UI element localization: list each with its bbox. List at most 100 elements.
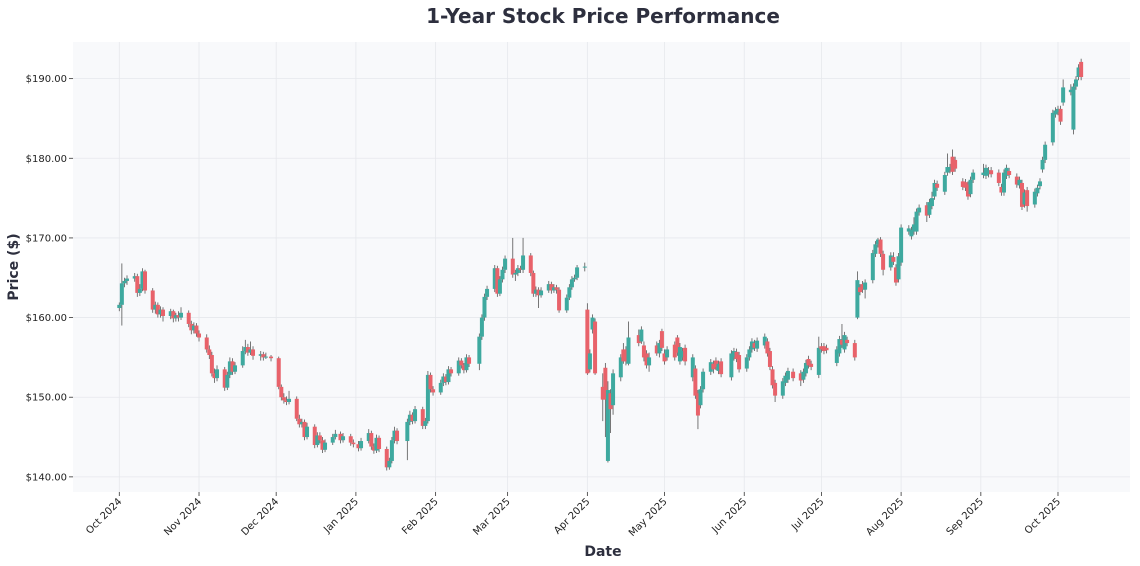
candle-body-up [125, 278, 130, 281]
candle-body-down [791, 371, 796, 379]
candle [888, 252, 893, 271]
candle [932, 179, 937, 200]
candle-body-down [510, 258, 515, 275]
candle [299, 418, 304, 428]
candle [641, 341, 646, 362]
candle-body-up [875, 239, 880, 245]
candle [803, 359, 808, 377]
x-tick-label: Jul 2025 [789, 496, 826, 533]
candle-body-down [893, 267, 898, 283]
candle [467, 355, 472, 367]
candle-body-up [456, 360, 461, 374]
candle-body-up [515, 268, 520, 273]
candle [780, 378, 785, 399]
candle [521, 237, 526, 273]
candle [197, 330, 202, 342]
candle [575, 265, 580, 281]
candle-body-up [590, 317, 595, 330]
candle-body-down [1079, 61, 1084, 78]
candle [371, 443, 376, 454]
candle [1071, 83, 1076, 135]
candle [155, 302, 160, 318]
candle [423, 417, 428, 430]
candle [942, 171, 947, 195]
candle-body-up [1061, 87, 1066, 103]
candle [960, 178, 965, 191]
candle [927, 198, 932, 219]
candle [785, 367, 790, 383]
candle [675, 335, 680, 356]
candle-body-down [261, 354, 266, 358]
candle [518, 265, 523, 273]
candle-body-down [294, 398, 299, 419]
candle-body-down [189, 323, 194, 331]
candle [999, 183, 1004, 196]
candle [1007, 167, 1012, 179]
candle [338, 431, 343, 444]
candle [611, 369, 616, 415]
candle-body-down [734, 351, 739, 359]
y-tick-label: $160.00 [26, 313, 67, 324]
candle-body-down [711, 363, 716, 370]
candle [965, 181, 970, 200]
candle [564, 294, 569, 313]
candle [845, 336, 850, 347]
candle [716, 360, 721, 375]
candle-body-up [359, 441, 364, 449]
candle [870, 249, 875, 284]
candle [917, 204, 922, 216]
candles [117, 58, 1084, 471]
candle-body-down [495, 268, 500, 294]
candle [495, 265, 500, 297]
candle-body-down [143, 271, 148, 291]
candle [569, 276, 574, 290]
candle [731, 347, 736, 361]
candle [443, 374, 448, 386]
y-tick-label: $150.00 [26, 393, 67, 404]
candle [1055, 105, 1060, 116]
candle [968, 176, 973, 198]
candle [621, 343, 626, 364]
candle [677, 343, 682, 365]
candle [492, 265, 497, 293]
candle [302, 419, 307, 441]
candle-body-up [968, 179, 973, 195]
y-tick-label: $140.00 [26, 472, 67, 483]
candle [762, 333, 767, 349]
candle-body-down [197, 333, 202, 338]
candle-body-up [914, 211, 919, 232]
x-tick-label: Dec 2024 [240, 496, 282, 538]
candle-body-down [554, 287, 559, 290]
x-tick-label: Feb 2025 [400, 496, 441, 537]
candle [387, 457, 392, 470]
candle [132, 272, 137, 282]
candle-body-down [1025, 190, 1030, 207]
candle-body-up [837, 339, 842, 354]
candle-body-up [780, 381, 785, 396]
candle [567, 284, 572, 301]
candle [539, 287, 544, 298]
candle-body-up [575, 267, 580, 278]
candle-body-down [1058, 108, 1063, 122]
candle [212, 368, 217, 383]
candle [911, 217, 916, 235]
candle-body-up [546, 284, 551, 291]
candle-body-down [395, 430, 400, 442]
candle-body-up [1004, 167, 1009, 176]
candle-body-up [701, 371, 706, 390]
candle [680, 347, 685, 361]
candle [410, 412, 415, 425]
candle [117, 302, 122, 312]
candle [1061, 79, 1066, 106]
x-tick-label: Jun 2025 [710, 496, 750, 536]
candle-body-up [870, 253, 875, 281]
candle-body-down [351, 442, 356, 445]
candle [587, 349, 592, 373]
candle-body-down [644, 353, 649, 366]
candle-body-up [551, 287, 556, 291]
candle-body-up [1076, 67, 1081, 78]
candle-body-up [855, 280, 860, 318]
candle-body-down [878, 239, 883, 254]
candle-body-up [899, 227, 904, 263]
candle-body-down [461, 365, 466, 371]
